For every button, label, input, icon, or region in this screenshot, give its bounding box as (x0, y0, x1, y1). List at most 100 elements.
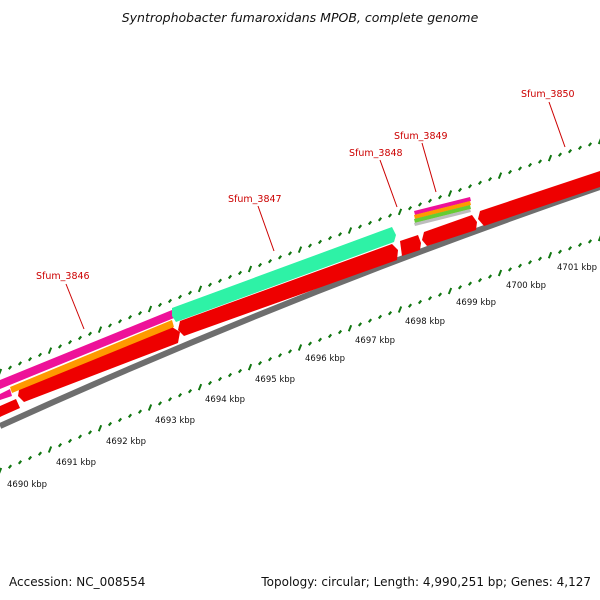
minor-tick (317, 239, 323, 245)
minor-tick (327, 333, 333, 339)
minor-tick (357, 322, 363, 327)
minor-tick (157, 302, 163, 308)
gene-arrow[interactable] (414, 201, 471, 219)
minor-tick (487, 177, 493, 182)
minor-tick (87, 430, 93, 435)
major-tick (347, 324, 353, 332)
minor-tick (167, 298, 173, 304)
major-tick (0, 467, 3, 474)
minor-tick (457, 285, 463, 290)
minor-tick (227, 274, 233, 280)
kbp-label: 4692 kbp (106, 437, 146, 447)
gene-arrow[interactable] (0, 399, 20, 417)
minor-tick (367, 318, 373, 323)
minor-tick (127, 315, 133, 320)
minor-tick (437, 292, 443, 297)
map-title: Syntrophobacter fumaroxidans MPOB, compl… (122, 10, 479, 25)
gene-arrow[interactable] (400, 235, 421, 256)
gene-arrow[interactable] (414, 209, 471, 226)
minor-tick (17, 361, 23, 366)
genome-backbone (0, 184, 600, 429)
minor-tick (227, 372, 233, 378)
gene-arrow[interactable] (18, 327, 180, 402)
minor-tick (267, 357, 273, 362)
minor-tick (537, 159, 543, 164)
minor-tick (117, 417, 123, 423)
gene-label[interactable]: Sfum_3848 (349, 148, 403, 159)
gene-label[interactable]: Sfum_3850 (521, 89, 575, 100)
major-tick (147, 404, 153, 411)
major-tick (497, 269, 503, 277)
minor-tick (107, 323, 113, 328)
gene-arrow[interactable] (414, 197, 471, 215)
kbp-label: 4700 kbp (506, 281, 546, 291)
minor-tick (287, 349, 293, 354)
kbp-label: 4699 kbp (456, 298, 496, 308)
minor-tick (337, 232, 343, 237)
minor-tick (67, 340, 73, 345)
minor-tick (417, 202, 423, 207)
minor-tick (77, 335, 83, 341)
major-tick (497, 172, 503, 180)
minor-tick (487, 274, 493, 279)
gene-arrow[interactable] (414, 205, 471, 223)
minor-tick (307, 341, 313, 346)
major-tick (0, 368, 3, 375)
outer-tick-track (0, 138, 600, 375)
minor-tick (287, 251, 293, 256)
minor-tick (87, 331, 93, 337)
minor-tick (237, 270, 243, 276)
major-tick (347, 227, 353, 234)
gene-tracks (0, 171, 600, 429)
minor-tick (307, 243, 313, 248)
minor-tick (317, 337, 323, 342)
gene-arrow[interactable] (0, 389, 12, 400)
minor-tick (527, 260, 533, 265)
gene-leader-line (379, 159, 398, 208)
gene-arrow[interactable] (172, 227, 396, 322)
minor-tick (427, 198, 433, 204)
minor-tick (37, 451, 43, 456)
gene-leader-line (548, 101, 566, 148)
gene-label[interactable]: Sfum_3847 (228, 194, 282, 205)
gene-arrow[interactable] (0, 310, 174, 389)
gene-arrow[interactable] (178, 244, 398, 336)
kbp-label: 4690 kbp (7, 480, 47, 490)
minor-tick (427, 296, 433, 301)
minor-tick (77, 434, 83, 439)
minor-tick (177, 393, 183, 398)
minor-tick (377, 314, 383, 320)
minor-tick (387, 311, 393, 316)
minor-tick (257, 360, 263, 366)
kbp-label: 4693 kbp (155, 416, 195, 426)
minor-tick (537, 256, 543, 261)
minor-tick (57, 442, 63, 448)
accession-text: Accession: NC_008554 (9, 575, 145, 589)
minor-tick (27, 356, 33, 362)
minor-tick (557, 152, 563, 157)
minor-tick (67, 438, 73, 444)
kbp-label: 4691 kbp (56, 458, 96, 468)
kbp-label: 4698 kbp (405, 317, 445, 327)
gene-label[interactable]: Sfum_3846 (36, 271, 90, 282)
gene-arrow[interactable] (10, 320, 174, 393)
inner-tick-track (0, 235, 600, 474)
minor-tick (207, 282, 213, 288)
gene-label[interactable]: Sfum_3849 (394, 131, 448, 142)
gene-arrow[interactable] (422, 215, 477, 246)
minor-tick (517, 263, 523, 269)
major-tick (197, 285, 203, 293)
major-tick (297, 344, 303, 351)
major-tick (297, 246, 303, 253)
scale-labels: 4690 kbp 4691 kbp 4692 kbp 4693 kbp 4694… (7, 263, 597, 490)
minor-tick (337, 329, 343, 335)
gene-arrow[interactable] (478, 171, 600, 226)
minor-tick (357, 224, 363, 229)
minor-tick (257, 262, 263, 268)
minor-tick (277, 255, 283, 260)
gene-leader-line (257, 205, 275, 252)
minor-tick (557, 249, 563, 254)
minor-tick (457, 187, 463, 193)
major-tick (97, 424, 103, 432)
minor-tick (367, 220, 373, 226)
